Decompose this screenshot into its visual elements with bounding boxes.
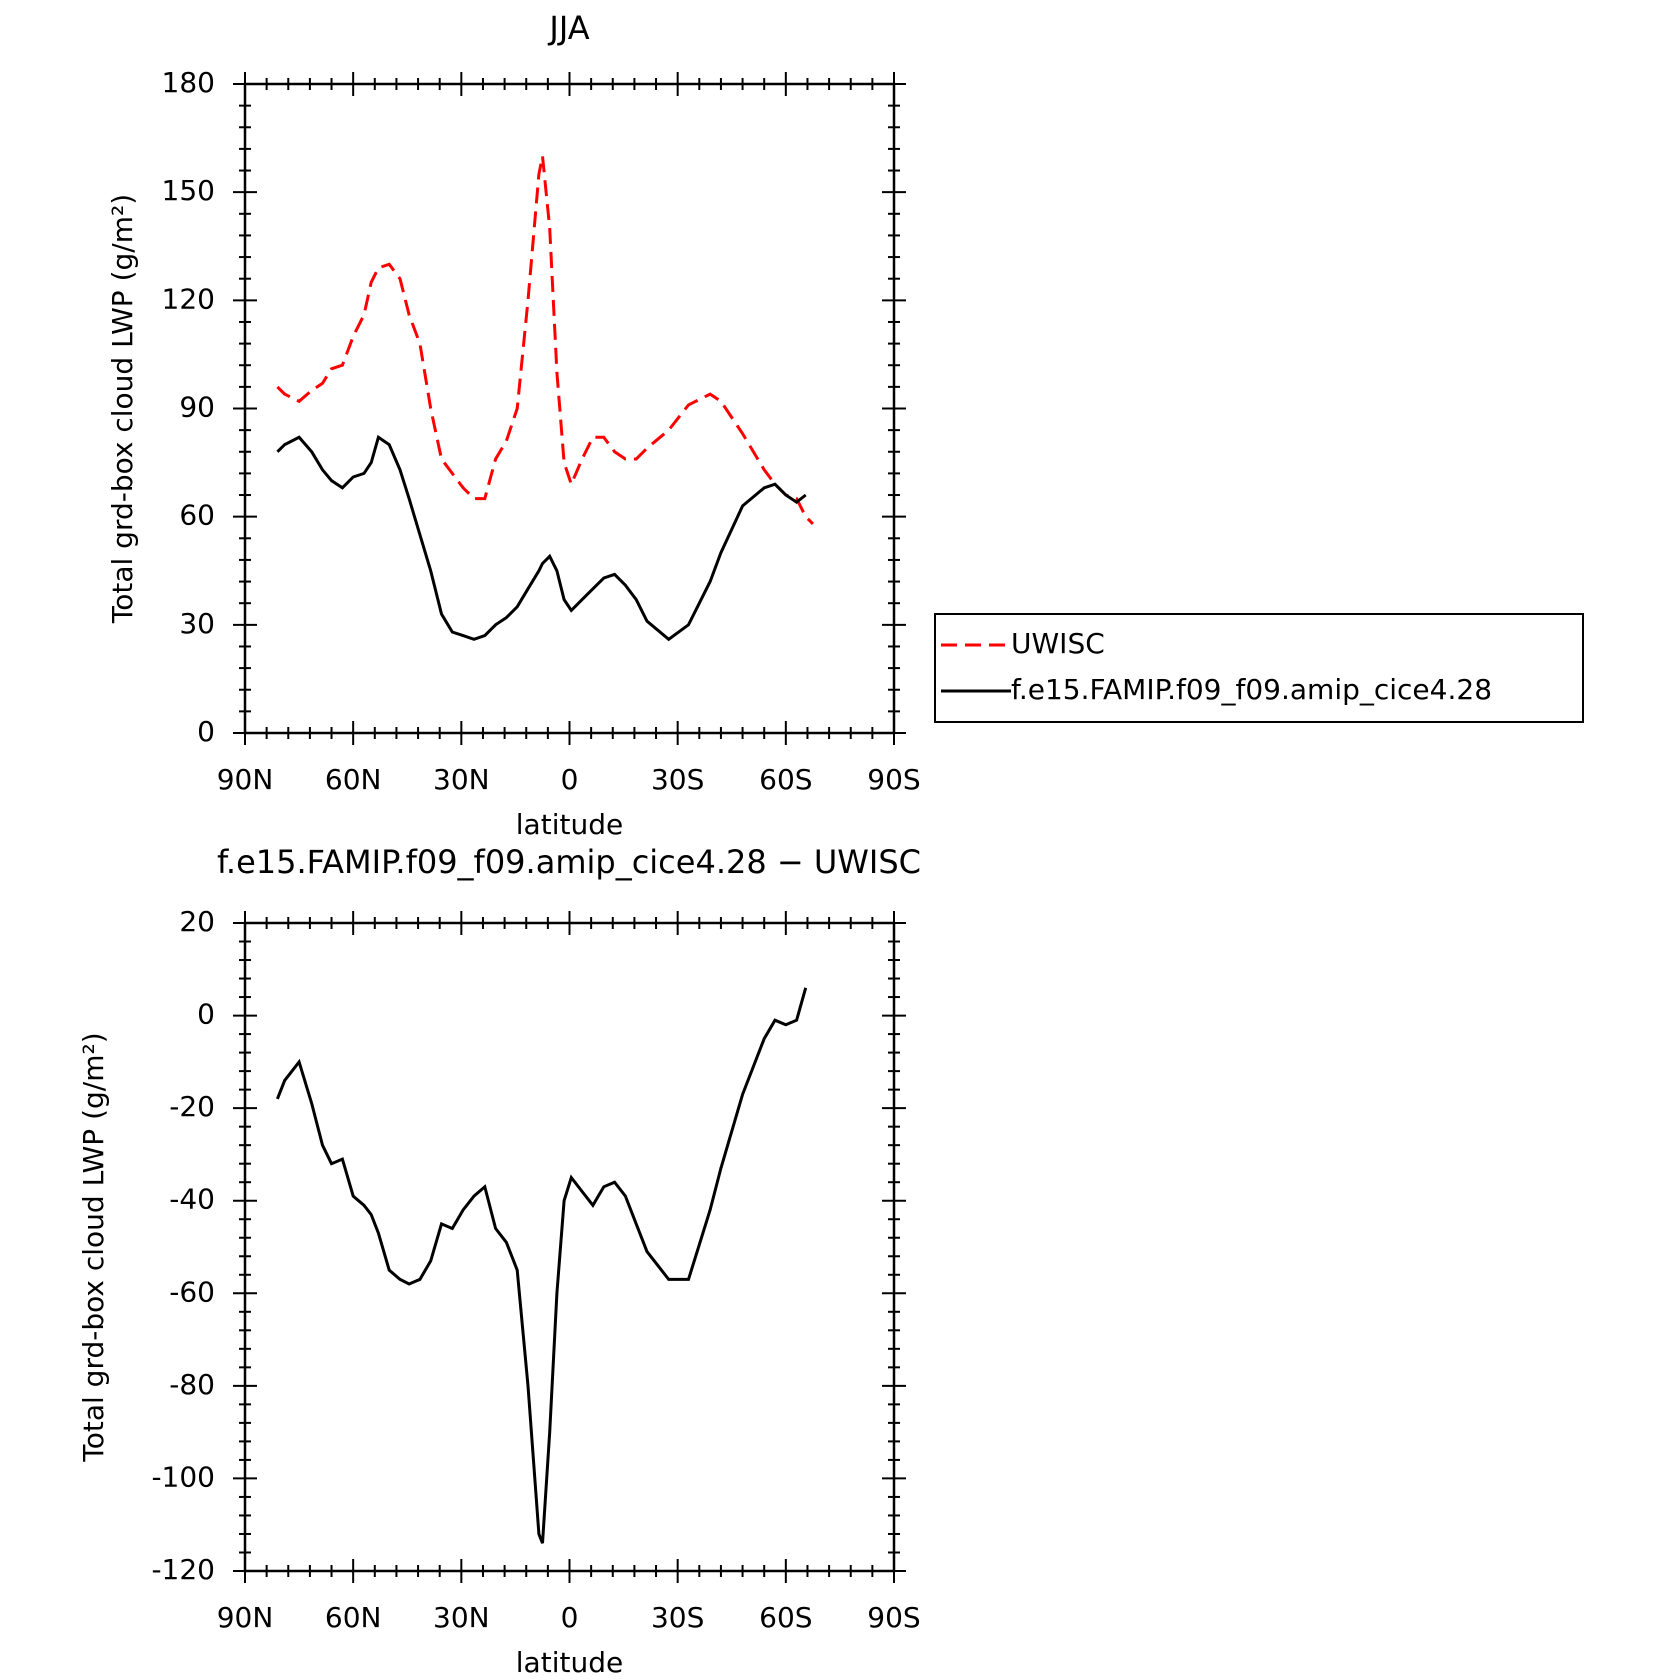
legend-label: UWISC — [1011, 627, 1105, 660]
x-axis-label: latitude — [516, 808, 623, 841]
chart-title: JJA — [547, 9, 589, 47]
x-tick-label: 30S — [651, 763, 704, 796]
y-tick-label: -60 — [169, 1275, 215, 1308]
x-tick-label: 30N — [433, 1601, 490, 1634]
legend-box — [934, 613, 1584, 723]
y-tick-label: 120 — [162, 282, 215, 315]
data-line — [276, 155, 814, 525]
x-tick-label: 90N — [217, 1601, 274, 1634]
y-tick-label: 180 — [162, 66, 215, 99]
y-axis-label: Total grd-box cloud LWP (g/m²) — [106, 194, 139, 624]
chart-title: f.e15.FAMIP.f09_f09.amip_cice4.28 − UWIS… — [217, 843, 921, 881]
y-tick-label: 90 — [179, 391, 215, 424]
plot-frame — [243, 82, 896, 735]
x-tick-label: 60S — [759, 763, 812, 796]
x-tick-label: 0 — [561, 1601, 579, 1634]
x-tick-label: 60S — [759, 1601, 812, 1634]
y-tick-label: 0 — [197, 715, 215, 748]
x-tick-label: 60N — [325, 763, 382, 796]
y-tick-label: -20 — [169, 1090, 215, 1123]
y-tick-label: -80 — [169, 1368, 215, 1401]
legend-label: f.e15.FAMIP.f09_f09.amip_cice4.28 — [1011, 673, 1492, 706]
x-tick-label: 90N — [217, 763, 274, 796]
x-tick-label: 0 — [561, 763, 579, 796]
y-tick-label: 0 — [197, 998, 215, 1031]
x-tick-label: 30N — [433, 763, 490, 796]
x-tick-label: 30S — [651, 1601, 704, 1634]
y-tick-label: 20 — [179, 905, 215, 938]
y-tick-label: 150 — [162, 174, 215, 207]
x-tick-label: 90S — [867, 1601, 920, 1634]
x-axis-label: latitude — [516, 1646, 623, 1679]
data-line — [276, 434, 807, 642]
y-tick-label: 30 — [179, 607, 215, 640]
data-line — [276, 987, 808, 1544]
y-tick-label: 60 — [179, 499, 215, 532]
y-tick-label: -40 — [169, 1183, 215, 1216]
x-tick-label: 60N — [325, 1601, 382, 1634]
y-axis-label: Total grd-box cloud LWP (g/m²) — [77, 1032, 110, 1462]
x-tick-label: 90S — [867, 763, 920, 796]
y-tick-label: -120 — [151, 1553, 215, 1586]
y-tick-label: -100 — [151, 1460, 215, 1493]
